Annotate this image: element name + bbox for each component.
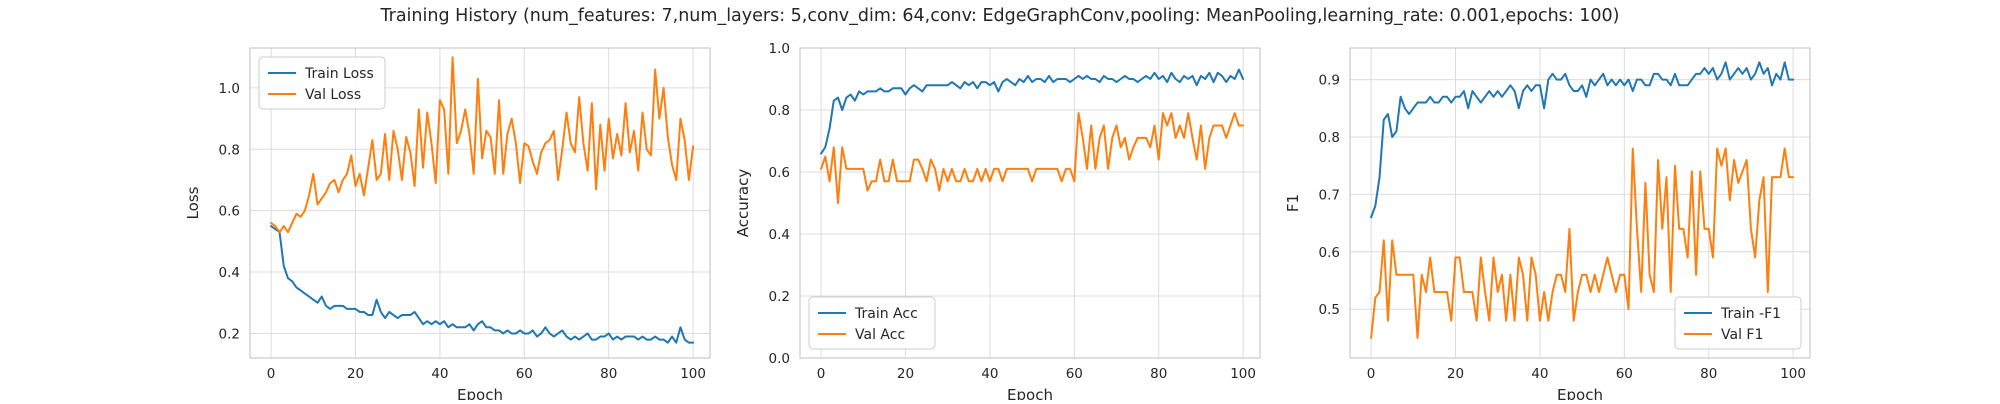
accuracy-x-tick-label: 40 — [981, 366, 998, 382]
accuracy-x-tick-label: 20 — [897, 366, 914, 382]
loss-legend-label: Val Loss — [305, 87, 361, 103]
f1-x-tick-label: 100 — [1780, 366, 1806, 382]
loss-series-train-loss — [270, 225, 695, 344]
accuracy-y-axis-label: Accuracy — [734, 169, 752, 238]
accuracy-legend-label: Val Acc — [855, 327, 905, 343]
f1-x-tick-label: 40 — [1531, 366, 1548, 382]
loss-y-tick-label: 0.4 — [219, 265, 240, 281]
accuracy-y-tick-label: 0.0 — [769, 351, 790, 367]
f1-legend-label: Val F1 — [1721, 327, 1763, 343]
figure-title: Training History (num_features: 7,num_la… — [380, 6, 1620, 26]
f1-y-tick-label: 0.9 — [1319, 73, 1340, 89]
f1-y-tick-label: 0.6 — [1319, 245, 1340, 261]
f1-y-tick-label: 0.8 — [1319, 130, 1340, 146]
f1-x-tick-label: 80 — [1700, 366, 1717, 382]
loss-legend-label: Train Loss — [304, 66, 374, 82]
loss-y-tick-label: 0.2 — [219, 326, 240, 342]
loss-y-tick-label: 1.0 — [219, 81, 240, 97]
accuracy-series-train-acc — [820, 68, 1245, 155]
loss-x-tick-label: 40 — [431, 366, 448, 382]
f1-legend-label: Train -F1 — [1720, 306, 1781, 322]
loss-chart: 0 20 40 60 80 100 0.2 0.4 0.6 0.8 1.0 Epoch Loss Trai… — [184, 47, 711, 404]
loss-x-tick-label: 60 — [516, 366, 533, 382]
accuracy-chart: 0 20 40 60 80 100 0.0 0.2 0.4 0.6 0.8 1.0 Epoch Accur… — [734, 41, 1261, 404]
f1-legend: Train -F1 Val F1 — [1674, 296, 1802, 350]
loss-axes-frame — [249, 47, 711, 359]
loss-legend: Train Loss Val Loss — [258, 56, 386, 110]
f1-x-axis-label: Epoch — [1557, 386, 1603, 400]
accuracy-legend-label: Train Acc — [854, 306, 918, 322]
loss-x-tick-label: 80 — [600, 366, 617, 382]
loss-x-tick-label: 100 — [680, 366, 706, 382]
loss-x-tick-label: 20 — [347, 366, 364, 382]
accuracy-series-val-acc — [820, 112, 1245, 204]
f1-legend-box — [1674, 296, 1802, 350]
f1-x-tick-label: 60 — [1616, 366, 1633, 382]
f1-x-tick-label: 0 — [1367, 366, 1376, 382]
accuracy-axes-frame — [799, 47, 1261, 359]
f1-series-train-f1 — [1370, 61, 1795, 219]
accuracy-x-tick-label: 0 — [817, 366, 826, 382]
accuracy-x-tick-label: 60 — [1066, 366, 1083, 382]
accuracy-y-tick-label: 0.8 — [769, 103, 790, 119]
accuracy-y-tick-label: 0.6 — [769, 165, 790, 181]
f1-series-val-f1 — [1370, 147, 1795, 339]
f1-y-axis-label: F1 — [1284, 194, 1302, 212]
accuracy-x-tick-label: 80 — [1150, 366, 1167, 382]
f1-y-tick-label: 0.7 — [1319, 187, 1340, 203]
accuracy-y-tick-label: 0.2 — [769, 289, 790, 305]
loss-x-axis-label: Epoch — [457, 386, 503, 400]
accuracy-y-tick-label: 0.4 — [769, 227, 790, 243]
accuracy-legend: Train Acc Val Acc — [808, 296, 936, 350]
f1-x-tick-label: 20 — [1447, 366, 1464, 382]
loss-x-tick-label: 0 — [267, 366, 276, 382]
f1-axes-frame — [1349, 47, 1811, 359]
accuracy-y-tick-label: 1.0 — [769, 41, 790, 57]
loss-y-tick-label: 0.6 — [219, 204, 240, 220]
accuracy-x-tick-label: 100 — [1230, 366, 1256, 382]
loss-series-val-loss — [270, 56, 695, 234]
accuracy-legend-box — [808, 296, 936, 350]
loss-y-axis-label: Loss — [184, 186, 202, 219]
loss-legend-box — [258, 56, 386, 110]
f1-y-tick-label: 0.5 — [1319, 302, 1340, 318]
loss-y-tick-label: 0.8 — [219, 142, 240, 158]
accuracy-x-axis-label: Epoch — [1007, 386, 1053, 400]
f1-chart: 0 20 40 60 80 100 0.5 0.6 0.7 0.8 0.9 Epoch F1 Train … — [1284, 47, 1811, 404]
